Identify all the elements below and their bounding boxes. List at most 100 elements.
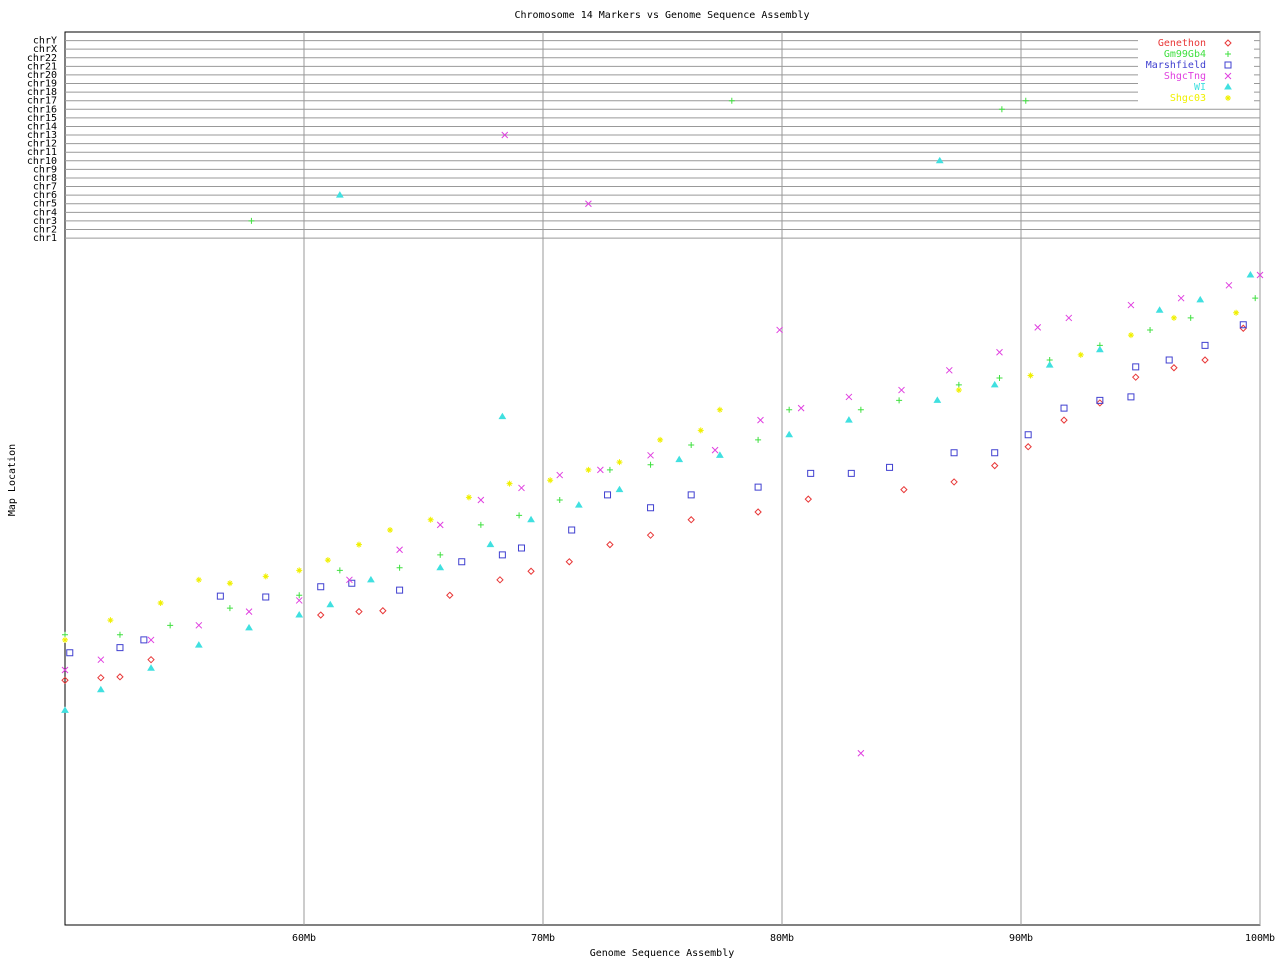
- data-point: [716, 406, 723, 413]
- legend-marker: [1225, 95, 1231, 101]
- legend-background: [1138, 92, 1254, 104]
- data-point: [1095, 345, 1104, 353]
- data-point: [935, 156, 944, 164]
- data-point: [945, 366, 953, 374]
- data-point: [568, 526, 576, 534]
- data-point: [1177, 294, 1185, 302]
- data-point: [688, 442, 695, 449]
- y-axis-title: Map Location: [7, 444, 18, 516]
- data-point: [437, 551, 444, 558]
- plot-frame: [64, 31, 1261, 926]
- data-point: [355, 541, 362, 548]
- data-point: [458, 558, 466, 566]
- data-point: [216, 592, 224, 600]
- data-point: [786, 406, 793, 413]
- data-point: [647, 504, 655, 512]
- data-point: [436, 563, 445, 571]
- y-tick-label: chr12: [27, 139, 57, 150]
- data-point: [326, 600, 335, 608]
- data-point: [248, 217, 255, 224]
- y-tick-label: chr8: [33, 173, 57, 184]
- y-tick-label: chr22: [27, 53, 57, 64]
- data-point: [547, 477, 554, 484]
- legend-label: Shgc03: [1170, 93, 1206, 104]
- data-point: [754, 508, 762, 516]
- data-point: [348, 579, 356, 587]
- data-point: [776, 326, 783, 334]
- data-point: [226, 605, 233, 612]
- y-tick-label: chr9: [33, 164, 57, 175]
- data-point: [346, 576, 353, 584]
- data-point: [396, 546, 403, 554]
- data-point: [597, 466, 604, 474]
- data-point: [1034, 324, 1042, 331]
- data-point: [295, 597, 303, 604]
- legend-marker: [1224, 61, 1232, 69]
- y-tick-label: chr6: [33, 190, 57, 201]
- data-point: [785, 430, 794, 438]
- data-point: [296, 567, 303, 574]
- data-point: [697, 427, 704, 434]
- data-point: [715, 451, 724, 458]
- data-point: [574, 501, 583, 508]
- data-point: [898, 386, 905, 394]
- data-point: [61, 706, 69, 713]
- data-point: [1024, 443, 1032, 451]
- data-point: [107, 617, 114, 624]
- data-point: [1187, 314, 1194, 321]
- data-point: [195, 621, 203, 629]
- data-point: [933, 396, 942, 403]
- data-point: [657, 436, 664, 443]
- data-point: [1256, 271, 1264, 279]
- data-point: [585, 200, 592, 208]
- legend-marker: [1224, 72, 1232, 80]
- data-point: [1246, 271, 1255, 278]
- data-point: [1096, 399, 1104, 407]
- data-point: [847, 469, 855, 477]
- data-point: [465, 494, 472, 501]
- data-point: [1022, 97, 1029, 104]
- data-point: [1165, 356, 1173, 364]
- data-point: [527, 515, 535, 523]
- data-point: [687, 516, 695, 524]
- data-point: [506, 480, 513, 487]
- y-tick-label: chr4: [33, 207, 57, 218]
- data-point: [646, 531, 655, 539]
- data-point: [387, 527, 394, 534]
- data-point: [1147, 326, 1154, 333]
- data-point: [1127, 301, 1135, 309]
- y-tick-label: chr20: [27, 70, 57, 81]
- y-tick-label: chr5: [33, 199, 57, 210]
- legend-background: [1138, 81, 1254, 93]
- data-point: [1196, 295, 1205, 303]
- data-point: [66, 649, 74, 657]
- x-tick-label: 70Mb: [531, 933, 555, 944]
- x-tick-label: 60Mb: [292, 933, 316, 944]
- data-point: [950, 478, 958, 486]
- legend-background: [1138, 70, 1254, 82]
- data-point: [427, 516, 434, 523]
- data-point: [1127, 393, 1135, 401]
- legend-background: [1138, 48, 1254, 60]
- data-point: [436, 521, 444, 529]
- data-point: [527, 567, 535, 575]
- data-point: [96, 685, 105, 693]
- data-point: [62, 631, 68, 638]
- y-tick-label: chr11: [27, 147, 57, 158]
- data-point: [606, 540, 614, 549]
- y-tick-label: chr21: [27, 61, 57, 72]
- data-point: [296, 592, 303, 599]
- data-point: [516, 512, 523, 519]
- legend-label: WI: [1194, 82, 1206, 93]
- y-tick-label: chr17: [27, 96, 57, 107]
- legend-label: Genethon: [1158, 38, 1206, 49]
- data-point: [1060, 404, 1068, 412]
- data-point: [996, 348, 1003, 356]
- data-point: [226, 580, 233, 587]
- data-point: [1252, 295, 1259, 302]
- data-point: [955, 381, 962, 388]
- data-point: [1201, 356, 1209, 364]
- data-point: [1132, 363, 1140, 371]
- data-point: [379, 607, 387, 615]
